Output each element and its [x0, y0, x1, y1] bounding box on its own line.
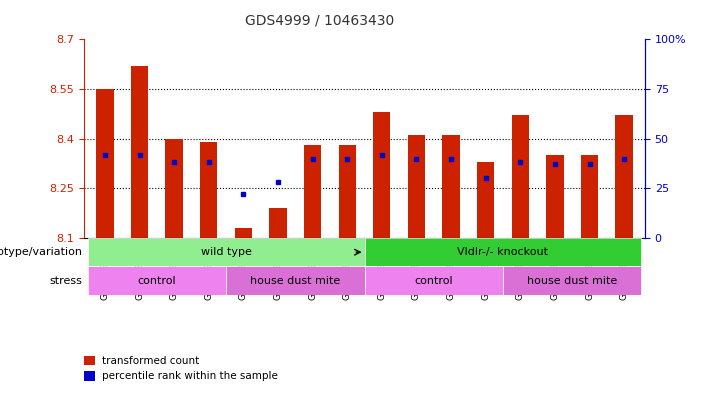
- Bar: [442, 135, 460, 238]
- Bar: [581, 155, 598, 238]
- Text: house dust mite: house dust mite: [250, 275, 341, 286]
- FancyBboxPatch shape: [88, 238, 365, 266]
- Text: control: control: [414, 275, 453, 286]
- Text: GDS4999 / 10463430: GDS4999 / 10463430: [245, 13, 395, 28]
- Text: transformed count: transformed count: [102, 356, 199, 366]
- Text: wild type: wild type: [200, 247, 252, 257]
- Text: control: control: [137, 275, 176, 286]
- FancyBboxPatch shape: [503, 266, 641, 295]
- Text: genotype/variation: genotype/variation: [0, 247, 83, 257]
- FancyBboxPatch shape: [226, 266, 365, 295]
- FancyBboxPatch shape: [365, 266, 503, 295]
- Text: Vldlr-/- knockout: Vldlr-/- knockout: [458, 247, 548, 257]
- Text: house dust mite: house dust mite: [527, 275, 618, 286]
- Bar: [235, 228, 252, 238]
- Text: stress: stress: [50, 275, 83, 286]
- Bar: [200, 142, 217, 238]
- Bar: [165, 139, 183, 238]
- Bar: [408, 135, 425, 238]
- Bar: [615, 116, 633, 238]
- Text: percentile rank within the sample: percentile rank within the sample: [102, 371, 278, 382]
- Bar: [269, 208, 287, 238]
- Bar: [477, 162, 494, 238]
- FancyBboxPatch shape: [365, 238, 641, 266]
- Bar: [131, 66, 148, 238]
- Bar: [546, 155, 564, 238]
- Bar: [96, 89, 114, 238]
- Bar: [304, 145, 321, 238]
- Bar: [373, 112, 390, 238]
- Bar: [339, 145, 356, 238]
- Bar: [512, 116, 529, 238]
- FancyBboxPatch shape: [88, 266, 226, 295]
